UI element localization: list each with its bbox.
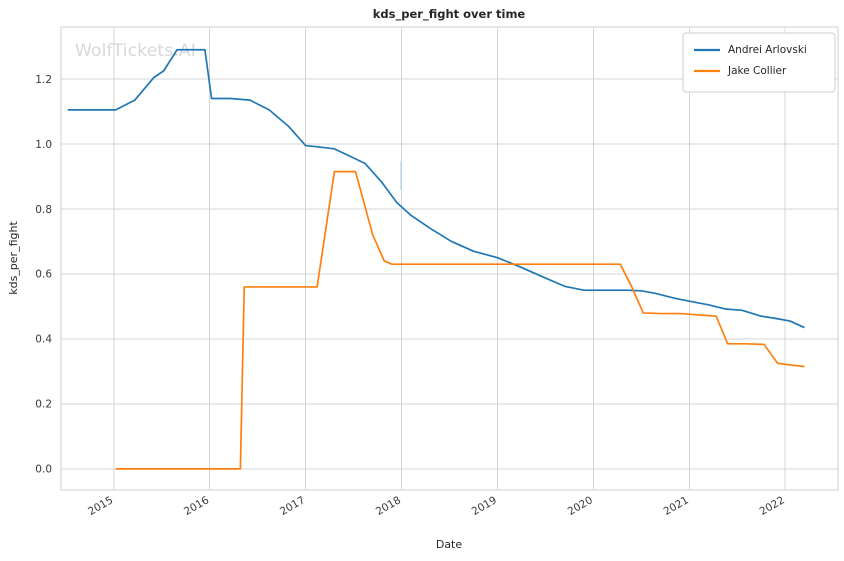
series-lines	[67, 48, 805, 470]
chart-legend[interactable]: Andrei Arlovski Jake Collier	[682, 32, 836, 93]
series-line-0	[67, 48, 805, 329]
plot-area-border	[60, 26, 839, 491]
chart-title: kds_per_fight over time	[373, 7, 526, 22]
series-line-1	[115, 170, 805, 470]
x-gridlines	[113, 27, 786, 490]
y-tick-label: 0.0	[35, 464, 52, 476]
y-tick-label: 0.6	[35, 269, 52, 281]
legend-label-1[interactable]: Jake Collier	[727, 65, 787, 77]
watermark-text: WolfTickets.AI	[75, 41, 196, 61]
legend-background	[682, 32, 836, 93]
x-axis-label: Date	[436, 538, 463, 551]
y-tick-label: 0.4	[35, 334, 52, 346]
plot-area-background	[61, 27, 838, 490]
legend-label-0[interactable]: Andrei Arlovski	[728, 44, 807, 56]
y-tick-labels: 0.0 0.2 0.4 0.6 0.8 1.0 1.2	[35, 74, 52, 476]
y-tick-label: 1.0	[35, 139, 52, 151]
y-tick-label: 0.8	[35, 204, 52, 216]
y-tick-label: 1.2	[35, 74, 52, 86]
y-axis-label: kds_per_fight	[7, 221, 20, 295]
y-tick-label: 0.2	[35, 399, 52, 411]
